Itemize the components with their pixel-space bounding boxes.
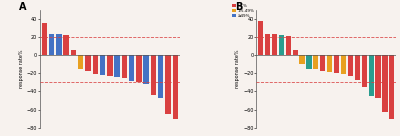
Y-axis label: response rate%: response rate% (19, 49, 24, 88)
Bar (292, 50, 298, 55)
Bar (362, 55, 367, 87)
Bar (341, 55, 346, 74)
Bar (85, 55, 91, 71)
Bar (355, 55, 360, 80)
Bar (320, 55, 325, 71)
Bar (279, 35, 284, 55)
Bar (258, 21, 263, 55)
Bar (71, 50, 76, 55)
Bar (389, 55, 394, 119)
Bar (313, 55, 318, 69)
Bar (382, 55, 388, 112)
Bar (151, 55, 156, 95)
Bar (136, 55, 142, 82)
Bar (158, 55, 164, 98)
Text: A: A (19, 2, 26, 12)
Bar (49, 34, 54, 55)
Bar (144, 55, 149, 84)
Bar (56, 34, 62, 55)
Y-axis label: response rate%: response rate% (236, 49, 240, 88)
Bar (107, 55, 112, 76)
Bar (265, 34, 270, 55)
Bar (172, 55, 178, 119)
Bar (78, 55, 84, 69)
Bar (286, 36, 291, 55)
Bar (64, 35, 69, 55)
Bar (92, 55, 98, 74)
Bar (100, 55, 105, 75)
Bar (165, 55, 171, 114)
Bar (129, 55, 134, 81)
Bar (306, 55, 312, 69)
Text: B: B (236, 2, 243, 12)
Bar (376, 55, 381, 98)
Bar (122, 55, 127, 78)
Bar (42, 23, 47, 55)
Bar (300, 55, 304, 64)
Bar (327, 55, 332, 72)
Bar (114, 55, 120, 77)
Bar (272, 34, 277, 55)
Bar (368, 55, 374, 96)
Bar (334, 55, 339, 73)
Bar (348, 55, 353, 76)
Legend: <1%, 1%-49%, ≥49%: <1%, 1%-49%, ≥49% (231, 2, 256, 20)
